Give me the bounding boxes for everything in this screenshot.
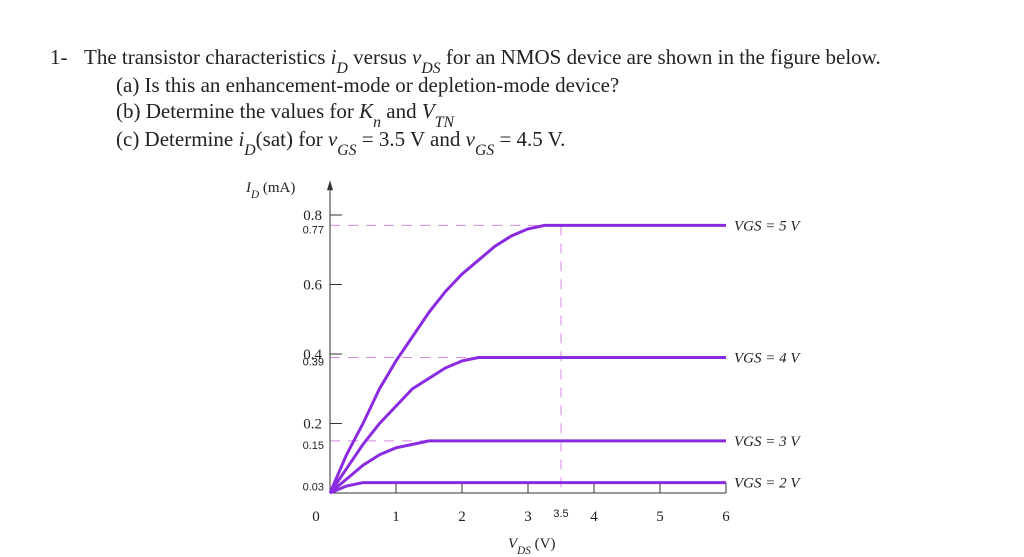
curve xyxy=(329,481,726,495)
x-tick-label: 4 xyxy=(590,509,598,525)
text-run: (b) Determine the values for xyxy=(116,99,359,123)
x-tick-label: 2 xyxy=(458,509,466,525)
text-run: v xyxy=(466,127,476,151)
text-run: i xyxy=(238,127,244,151)
curve-label: VGS = 4 V xyxy=(734,350,801,366)
curve-label: VGS = 3 V xyxy=(734,434,801,450)
text-run: GS xyxy=(337,142,356,159)
text-run: i xyxy=(331,45,337,69)
text-run: D xyxy=(250,189,259,201)
text-run: I xyxy=(245,180,252,196)
text-run: and xyxy=(381,99,422,123)
x-tick-label: 3 xyxy=(524,509,532,525)
text-run: (sat) for xyxy=(256,127,328,151)
text-run: n xyxy=(373,114,381,131)
question-line: (c) Determine iD(sat) for vGS = 3.5 V an… xyxy=(116,127,565,159)
x-tick-label: 0 xyxy=(312,509,320,525)
curve-label: VGS = 5 V xyxy=(734,218,801,234)
annotation-y-label: 0.03 xyxy=(303,482,324,494)
text-run: (a) Is this an enhancement-mode or deple… xyxy=(116,73,619,97)
curve xyxy=(328,355,726,494)
annotation-y-label: 0.15 xyxy=(303,440,324,452)
y-tick-label: 0.8 xyxy=(303,208,322,224)
text-run: V xyxy=(422,99,437,123)
x-tick-label: 1 xyxy=(392,509,400,525)
text-run: (c) Determine xyxy=(116,127,238,151)
y-axis-label: ID (mA) xyxy=(245,180,295,201)
text-run: 1- xyxy=(50,45,68,69)
question-line: The transistor characteristics iD versus… xyxy=(84,45,881,77)
x-tick-label: 6 xyxy=(722,509,730,525)
text-run: TN xyxy=(435,114,456,131)
text-run: D xyxy=(336,60,349,77)
annotation-x-label: 3.5 xyxy=(553,508,568,520)
text-run: = 3.5 V and xyxy=(357,127,466,151)
text-run: (mA) xyxy=(259,180,295,196)
question-line: (b) Determine the values for Kn and VTN xyxy=(116,99,455,131)
text-run: v xyxy=(412,45,422,69)
text-run: versus xyxy=(348,45,412,69)
x-tick-label: 5 xyxy=(656,509,664,525)
annotation-y-label: 0.39 xyxy=(303,356,324,368)
curve-label: VGS = 2 V xyxy=(734,476,801,492)
question-line: (a) Is this an enhancement-mode or deple… xyxy=(116,73,619,97)
y-tick-label: 0.2 xyxy=(303,417,322,433)
question-line: 1- xyxy=(50,45,68,69)
text-run: DS xyxy=(516,545,531,557)
text-run: D xyxy=(243,142,256,159)
y-tick-label: 0.4 xyxy=(303,347,322,363)
annotation-y-label: 0.77 xyxy=(303,224,324,236)
text-run: K xyxy=(358,99,374,123)
text-run: for an NMOS device are shown in the figu… xyxy=(441,45,881,69)
y-tick-label: 0.6 xyxy=(303,278,322,294)
text-run: DS xyxy=(420,60,440,77)
text-run: The transistor characteristics xyxy=(84,45,331,69)
curve xyxy=(329,439,726,495)
text-run: = 4.5 V. xyxy=(494,127,565,151)
text-run: GS xyxy=(475,142,494,159)
text-run: v xyxy=(328,127,338,151)
text-run: (V) xyxy=(531,536,556,552)
text-run: V xyxy=(508,536,519,552)
y-axis-arrow xyxy=(327,180,333,191)
curve xyxy=(328,223,726,494)
x-axis-label: VDS (V) xyxy=(508,536,556,557)
